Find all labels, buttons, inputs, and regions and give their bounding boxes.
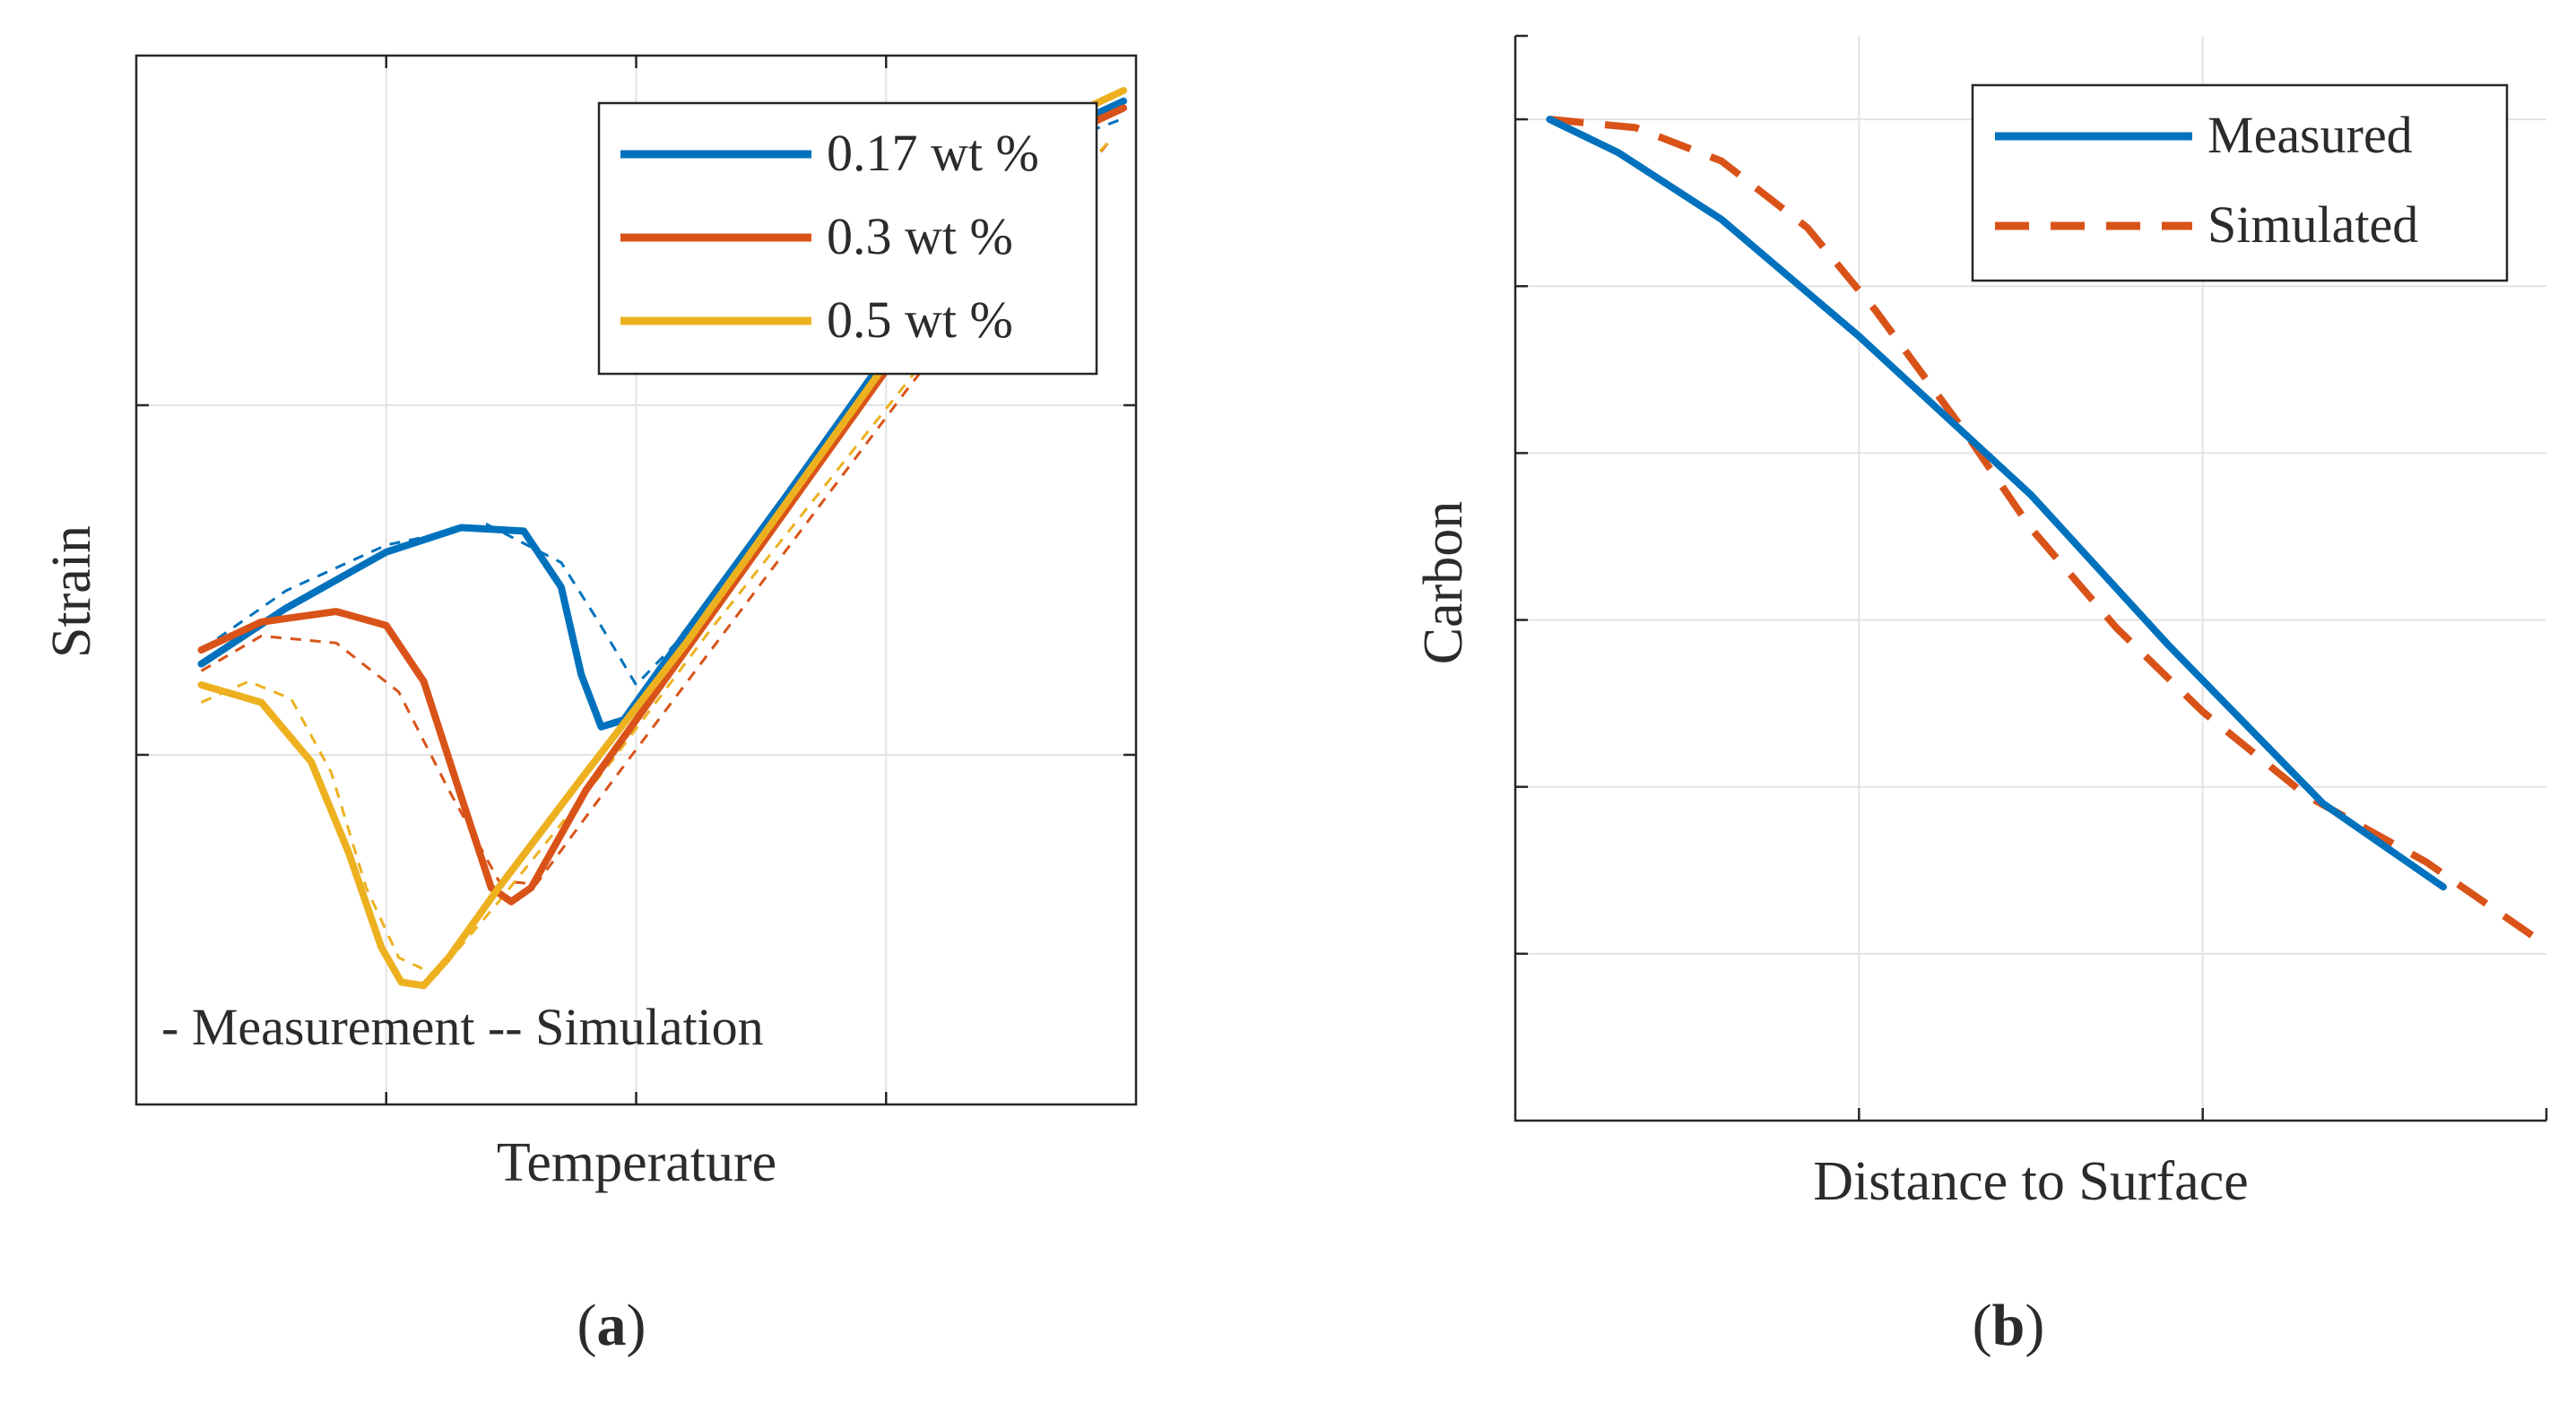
panel-b-legend-box: [1971, 83, 2509, 282]
panel-b-legend-label-measured: Measured: [2207, 106, 2413, 164]
panel-b-ticks: [1515, 34, 2548, 1121]
panel-a-ticks: [136, 56, 1136, 1104]
panel-b-legend: Measured Simulated: [1971, 83, 2509, 282]
panel-b-ylabel: Carbon: [1413, 501, 1474, 665]
panel-a-ylabel: Strain: [41, 525, 102, 658]
panel-b-series-measured-solid: [1546, 116, 2447, 891]
panel-a-legend-label-0-17: 0.17 wt %: [827, 124, 1039, 182]
panel-b-series: [1546, 116, 2549, 948]
panel-a-annotation: - Measurement -- Simulation: [161, 998, 764, 1056]
panel-a: 0.17 wt % 0.3 wt % 0.5 wt % - Measuremen…: [41, 54, 1138, 1358]
panel-a-legend-label-0-5: 0.5 wt %: [827, 290, 1013, 349]
panel-b-legend-label-simulated: Simulated: [2207, 195, 2418, 254]
panel-b-label: (b): [1973, 1293, 2045, 1358]
panel-a-xlabel: Temperature: [497, 1132, 776, 1193]
panel-b-xlabel: Distance to Surface: [1813, 1151, 2248, 1212]
panel-a-legend: 0.17 wt % 0.3 wt % 0.5 wt %: [597, 101, 1098, 376]
panel-b: Measured Simulated Distance to Surface C…: [1413, 34, 2549, 1358]
panel-a-label: (a): [577, 1293, 646, 1358]
panel-a-legend-label-0-3: 0.3 wt %: [827, 207, 1013, 265]
